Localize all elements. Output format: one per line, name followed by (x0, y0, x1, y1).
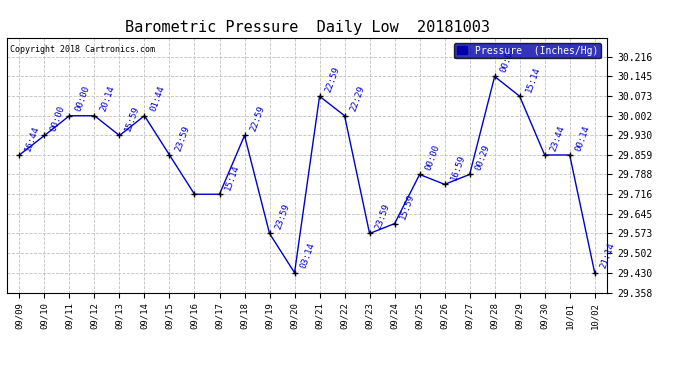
Text: 03:14: 03:14 (299, 242, 316, 270)
Text: 15:59: 15:59 (124, 104, 141, 133)
Text: 15:59: 15:59 (399, 192, 416, 221)
Text: 01:44: 01:44 (148, 85, 166, 113)
Text: 00:14: 00:14 (574, 124, 591, 152)
Text: 22:59: 22:59 (248, 104, 266, 133)
Text: 22:59: 22:59 (324, 65, 342, 93)
Text: 21:14: 21:14 (599, 242, 616, 270)
Text: 00:00: 00:00 (74, 85, 91, 113)
Legend: Pressure  (Inches/Hg): Pressure (Inches/Hg) (455, 43, 601, 58)
Text: 23:44: 23:44 (549, 124, 566, 152)
Text: 00:00: 00:00 (424, 143, 442, 172)
Text: Copyright 2018 Cartronics.com: Copyright 2018 Cartronics.com (10, 45, 155, 54)
Text: 16:59: 16:59 (448, 153, 466, 182)
Text: 22:29: 22:29 (348, 85, 366, 113)
Text: 15:14: 15:14 (224, 163, 241, 192)
Text: 00:00: 00:00 (48, 104, 66, 133)
Title: Barometric Pressure  Daily Low  20181003: Barometric Pressure Daily Low 20181003 (125, 20, 489, 35)
Text: 00:00: 00:00 (499, 45, 516, 74)
Text: 20:14: 20:14 (99, 85, 116, 113)
Text: 00:29: 00:29 (474, 143, 491, 172)
Text: 15:14: 15:14 (524, 65, 542, 93)
Text: 23:59: 23:59 (374, 202, 391, 231)
Text: 23:59: 23:59 (274, 202, 291, 231)
Text: 16:44: 16:44 (23, 124, 41, 152)
Text: 23:59: 23:59 (174, 124, 191, 152)
